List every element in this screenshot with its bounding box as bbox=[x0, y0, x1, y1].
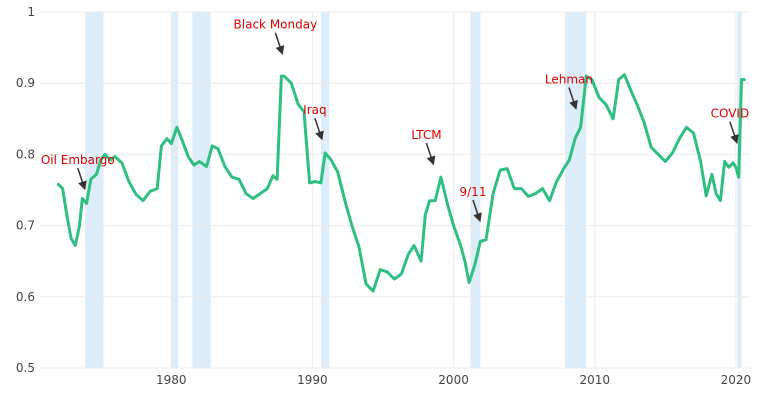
annotation-arrow-0 bbox=[77, 167, 87, 191]
annotation-label-5: Lehman bbox=[545, 73, 593, 87]
x-tick-label-4: 2020 bbox=[721, 373, 752, 387]
recession-band-6 bbox=[737, 12, 742, 368]
recession-bands bbox=[85, 12, 742, 368]
x-tick-label-1: 1990 bbox=[297, 373, 328, 387]
annotation-label-4: 9/11 bbox=[460, 185, 487, 199]
y-tick-labels: 0.5 0.6 0.7 0.8 0.9 1 bbox=[16, 5, 35, 375]
y-tick-label-1: 0.6 bbox=[16, 290, 35, 304]
gridlines bbox=[40, 11, 750, 369]
y-tick-label-2: 0.7 bbox=[16, 219, 35, 233]
recession-band-5 bbox=[565, 12, 587, 368]
annotation-arrow-6 bbox=[729, 121, 739, 144]
recession-band-3 bbox=[320, 12, 330, 368]
y-tick-label-4: 0.9 bbox=[16, 76, 35, 90]
recession-band-1 bbox=[171, 12, 179, 368]
y-tick-label-5: 1 bbox=[27, 5, 35, 19]
y-tick-label-3: 0.8 bbox=[16, 147, 35, 161]
annotation-label-6: COVID bbox=[711, 107, 750, 121]
annotation-label-3: LTCM bbox=[411, 128, 441, 142]
annotation-arrow-4 bbox=[472, 199, 482, 223]
annotation-label-1: Black Monday bbox=[234, 18, 318, 32]
annotations: Oil Embargo Black Monday Iraq LTCM 9/11 Lehma… bbox=[41, 18, 750, 223]
annotation-arrow-3 bbox=[425, 142, 436, 166]
recession-band-0 bbox=[85, 12, 104, 368]
x-tick-label-0: 1980 bbox=[156, 373, 187, 387]
x-tick-labels: 1980 1990 2000 2010 2020 bbox=[156, 373, 751, 387]
series-line bbox=[56, 73, 746, 293]
annotation-label-0: Oil Embargo bbox=[41, 153, 115, 167]
recession-band-4 bbox=[470, 12, 481, 368]
y-tick-label-0: 0.5 bbox=[16, 361, 35, 375]
x-tick-label-3: 2010 bbox=[579, 373, 610, 387]
annotation-arrow-5 bbox=[568, 87, 578, 110]
annotation-label-2: Iraq bbox=[303, 103, 326, 117]
x-tick-label-2: 2000 bbox=[438, 373, 469, 387]
annotation-arrow-2 bbox=[314, 117, 324, 141]
recession-band-2 bbox=[192, 12, 211, 368]
annotation-arrow-1 bbox=[274, 32, 285, 55]
series-line-0 bbox=[56, 73, 746, 293]
